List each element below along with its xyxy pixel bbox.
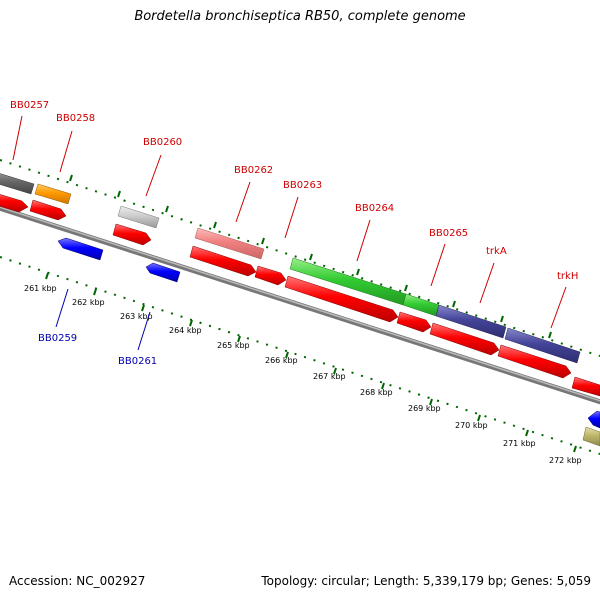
kbp-label: 265 kbp [217, 341, 250, 350]
kbp-label: 271 kbp [503, 439, 536, 448]
gene-labels: BB0257 BB0258 BB0259 BB0260 BB0261 BB026… [10, 100, 578, 367]
gene-arrow-forward[interactable] [429, 322, 500, 356]
kbp-label: 263 kbp [120, 312, 153, 321]
label-leaders [12, 115, 567, 351]
gene-box-orange[interactable] [34, 183, 72, 205]
backbone [0, 205, 600, 405]
gene-arrow-reverse[interactable] [57, 237, 104, 261]
kbp-labels: 261 kbp 262 kbp 263 kbp 264 kbp 265 kbp … [24, 284, 582, 465]
gene-arrow-reverse[interactable] [145, 262, 181, 283]
gene-label-trkh[interactable]: trkH [557, 271, 578, 282]
outer-major-ticks [69, 174, 552, 339]
gene-arrow-forward[interactable] [284, 275, 399, 323]
forward-genes [0, 192, 600, 397]
gene-box-lightgray[interactable] [117, 205, 160, 229]
backbone-highlight [0, 206, 600, 402]
gene-arrow-forward[interactable] [112, 223, 152, 246]
gene-label-bb0259[interactable]: BB0259 [38, 333, 77, 344]
gene-arrow-forward[interactable] [497, 344, 572, 379]
gene-label-bb0257[interactable]: BB0257 [10, 100, 49, 111]
kbp-label: 264 kbp [169, 326, 202, 335]
topology-text: Topology: circular; Length: 5,339,179 bp… [261, 574, 591, 588]
gene-label-trka[interactable]: trkA [486, 246, 507, 257]
cog-features [0, 172, 581, 364]
kbp-label: 272 kbp [549, 456, 582, 465]
gene-arrow-forward[interactable] [189, 245, 257, 277]
accession-text: Accession: NC_002927 [9, 574, 146, 588]
gene-label-bb0265[interactable]: BB0265 [429, 228, 468, 239]
reverse-genes [57, 237, 600, 429]
kbp-label: 268 kbp [360, 388, 393, 397]
kbp-label: 262 kbp [72, 298, 105, 307]
kbp-label: 261 kbp [24, 284, 57, 293]
gene-label-bb0264[interactable]: BB0264 [355, 203, 394, 214]
gene-label-bb0263[interactable]: BB0263 [283, 180, 322, 191]
kbp-label: 266 kbp [265, 356, 298, 365]
gene-arrow-forward[interactable] [396, 311, 432, 333]
kbp-label: 267 kbp [313, 372, 346, 381]
gene-label-bb0258[interactable]: BB0258 [56, 113, 95, 124]
kbp-label: 269 kbp [408, 404, 441, 413]
gene-label-bb0260[interactable]: BB0260 [143, 137, 182, 148]
gene-label-bb0262[interactable]: BB0262 [234, 165, 273, 176]
inner-major-ticks [45, 272, 577, 453]
gene-box-khaki[interactable] [582, 426, 600, 447]
gene-arrow-forward[interactable] [0, 192, 29, 213]
gene-arrow-forward[interactable] [29, 199, 67, 221]
gene-arrow-forward[interactable] [254, 265, 287, 286]
gene-box-purple-2[interactable] [504, 327, 581, 364]
gene-arrow-forward[interactable] [571, 376, 600, 397]
gene-box-purple-1[interactable] [435, 304, 507, 339]
gene-box-dark[interactable] [0, 172, 35, 195]
gene-label-bb0261[interactable]: BB0261 [118, 356, 157, 367]
gene-box-green-2[interactable] [402, 293, 440, 317]
gene-arrow-reverse[interactable] [587, 410, 600, 429]
gene-box-pink[interactable] [194, 227, 265, 260]
genome-title: Bordetella bronchiseptica RB50, complete… [134, 9, 466, 24]
kbp-label: 270 kbp [455, 421, 488, 430]
